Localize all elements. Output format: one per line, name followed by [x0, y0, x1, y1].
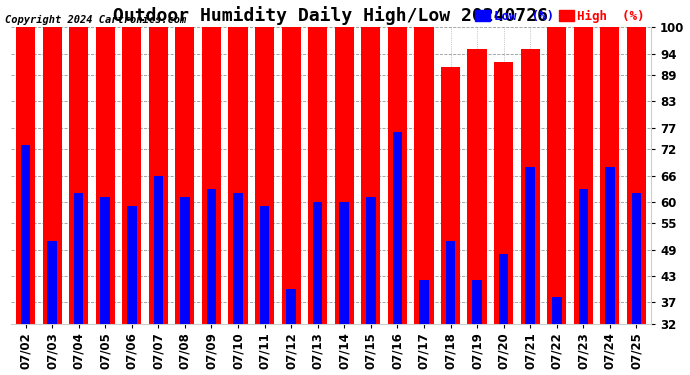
Bar [335, 27, 354, 324]
Bar [393, 132, 402, 324]
Bar [627, 27, 646, 324]
Text: Copyright 2024 Cartronics.com: Copyright 2024 Cartronics.com [5, 15, 186, 24]
Bar [255, 27, 274, 324]
Bar [228, 27, 248, 324]
Bar [43, 27, 61, 324]
Bar [149, 27, 168, 324]
Bar [21, 145, 30, 324]
Bar [127, 206, 137, 324]
Bar [388, 27, 407, 324]
Bar [468, 49, 486, 324]
Bar [202, 27, 221, 324]
Bar [446, 241, 455, 324]
Bar [472, 280, 482, 324]
Bar [74, 193, 83, 324]
Bar [175, 27, 195, 324]
Bar [499, 254, 509, 324]
Bar [260, 206, 269, 324]
Bar [547, 27, 566, 324]
Bar [574, 27, 593, 324]
Bar [180, 197, 190, 324]
Bar [48, 241, 57, 324]
Bar [122, 27, 141, 324]
Bar [578, 189, 588, 324]
Bar [600, 27, 620, 324]
Bar [494, 62, 513, 324]
Bar [362, 27, 380, 324]
Bar [154, 176, 163, 324]
Bar [282, 27, 301, 324]
Bar [233, 193, 243, 324]
Bar [69, 27, 88, 324]
Bar [339, 202, 349, 324]
Bar [313, 202, 322, 324]
Bar [308, 27, 327, 324]
Bar [419, 280, 428, 324]
Bar [631, 193, 641, 324]
Bar [366, 197, 375, 324]
Bar [525, 167, 535, 324]
Bar [207, 189, 216, 324]
Bar [605, 167, 615, 324]
Bar [441, 67, 460, 324]
Bar [286, 289, 296, 324]
Bar [16, 27, 35, 324]
Title: Outdoor Humidity Daily High/Low 20240726: Outdoor Humidity Daily High/Low 20240726 [113, 6, 549, 24]
Legend: Low  (%), High  (%): Low (%), High (%) [475, 10, 644, 23]
Bar [521, 49, 540, 324]
Bar [96, 27, 115, 324]
Bar [415, 27, 433, 324]
Bar [101, 197, 110, 324]
Bar [552, 297, 562, 324]
